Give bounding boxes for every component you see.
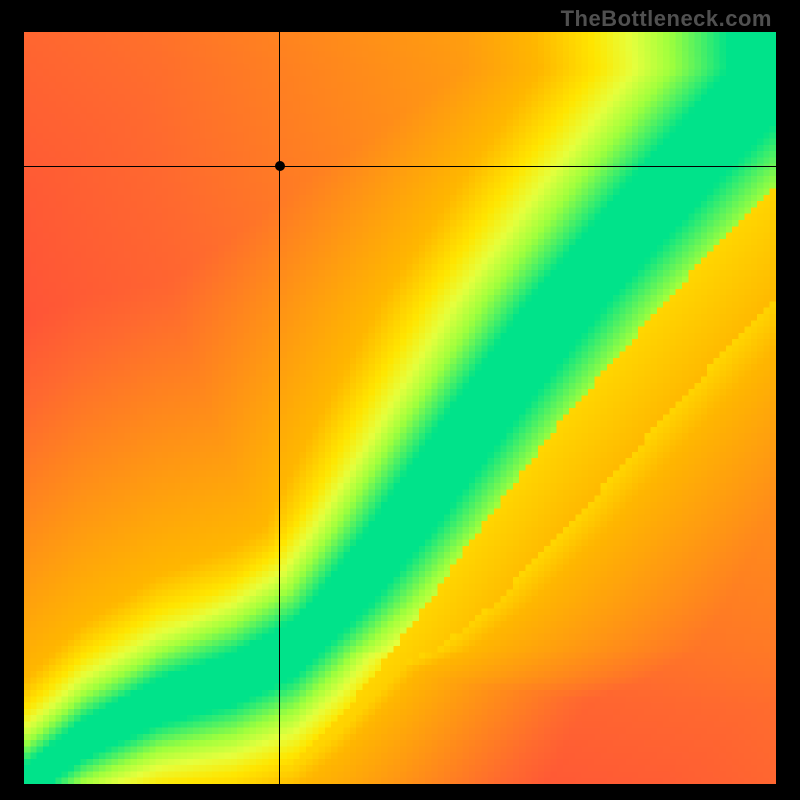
crosshair-horizontal bbox=[24, 166, 776, 167]
heatmap-canvas bbox=[24, 32, 776, 784]
crosshair-vertical bbox=[279, 32, 280, 784]
watermark-text: TheBottleneck.com bbox=[561, 6, 772, 32]
heatmap-plot bbox=[24, 32, 776, 784]
crosshair-marker bbox=[275, 161, 285, 171]
